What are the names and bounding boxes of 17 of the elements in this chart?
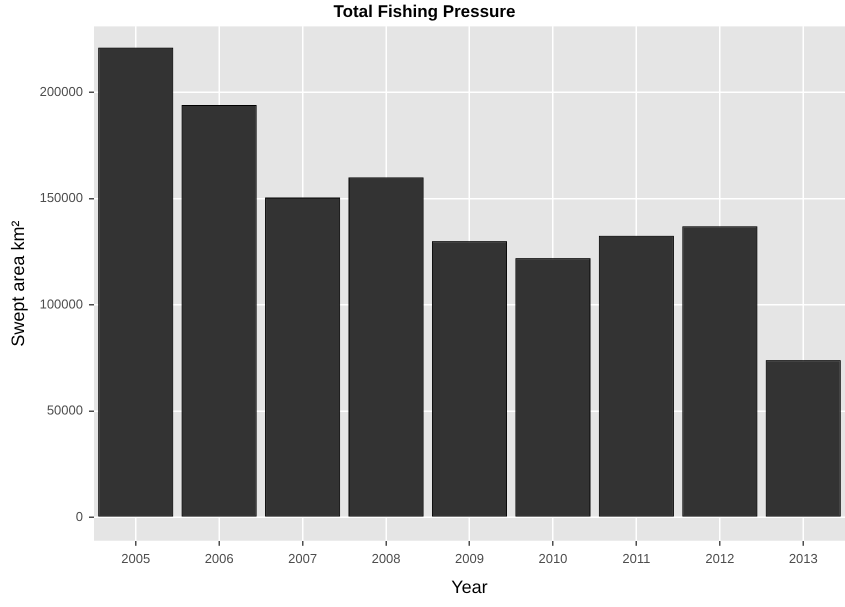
x-tick-label: 2013 <box>788 551 818 566</box>
y-tick-label: 50000 <box>46 402 83 418</box>
y-axis-title: Swept area km² <box>8 220 28 347</box>
chart-title: Total Fishing Pressure <box>333 2 516 21</box>
x-tick-label: 2007 <box>288 551 318 566</box>
x-tick-label: 2008 <box>372 551 401 566</box>
y-tick-label: 100000 <box>40 296 83 312</box>
y-tick-label: 200000 <box>40 84 83 99</box>
x-tick-label: 2005 <box>121 551 150 566</box>
x-tick-label: 2010 <box>538 551 568 566</box>
x-tick-label: 2012 <box>705 551 734 566</box>
y-tick-label: 150000 <box>40 190 83 206</box>
x-tick-label: 2011 <box>622 551 650 566</box>
x-axis-title: Year <box>451 577 488 598</box>
x-tick-label: 2006 <box>204 551 234 566</box>
y-tick-label: 0 <box>76 508 83 524</box>
x-tick-label: 2009 <box>455 551 484 566</box>
